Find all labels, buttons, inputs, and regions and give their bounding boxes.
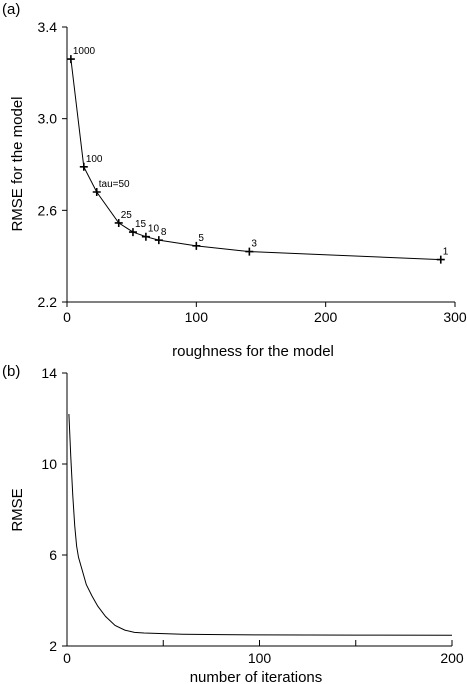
panel-a-y-tick-label: 2.2 <box>38 294 58 310</box>
panel-b: (b) 0 100 200 2 6 10 14 number of iterations R… <box>2 363 464 684</box>
panel-a-axes <box>66 27 455 303</box>
panel-a-series-line <box>70 59 441 261</box>
panel-a-y-tick-label: 3.4 <box>38 19 58 35</box>
panel-a-point-marker <box>92 188 101 196</box>
panel-a-x-axis-title: roughness for the model <box>172 343 334 360</box>
panel-a-point-label: 3 <box>251 239 257 250</box>
panel-a-x-tick-label: 300 <box>443 309 467 325</box>
panel-a-label: (a) <box>2 1 20 18</box>
panel-a-point-label: 10 <box>148 224 160 235</box>
panel-a-y-tick-label: 3.0 <box>38 111 58 127</box>
panel-b-plot <box>68 413 453 636</box>
panel-b-ticks: 0 100 200 2 6 10 14 <box>41 365 463 666</box>
panel-b-label: (b) <box>2 363 20 380</box>
panel-a: (a) 0 100 200 300 2.2 2.6 3.0 3.4 1000 100 tau=50… <box>2 1 467 360</box>
panel-b-x-tick-label: 200 <box>440 650 464 666</box>
panel-a-x-tick-label: 0 <box>63 309 71 325</box>
panel-a-point-marker <box>114 218 123 227</box>
panel-a-point-label: 25 <box>121 210 133 221</box>
panel-a-point-label: 15 <box>135 219 147 230</box>
panel-a-ticks: 0 100 200 300 2.2 2.6 3.0 3.4 <box>38 19 467 325</box>
panel-a-point-label: 5 <box>198 233 204 244</box>
panel-a-point-marker <box>436 255 445 264</box>
panel-a-point-label: 8 <box>161 227 167 238</box>
panel-a-point-marker <box>192 241 201 250</box>
panel-a-x-tick-label: 100 <box>185 309 209 325</box>
panel-a-point-marker <box>245 247 254 256</box>
panel-b-y-axis-title: RMSE <box>9 488 26 531</box>
panel-b-y-tick-label: 6 <box>49 547 57 563</box>
panel-a-y-axis-title: RMSE for the model <box>9 96 26 231</box>
panel-a-x-tick-label: 200 <box>314 309 338 325</box>
panel-b-axes <box>66 373 452 647</box>
panel-b-x-tick-label: 100 <box>248 650 272 666</box>
panel-b-x-tick-label: 0 <box>63 650 71 666</box>
panel-a-point-marker <box>128 228 137 237</box>
panel-b-x-axis-title: number of iterations <box>190 669 323 684</box>
panel-a-point-marker <box>79 162 88 171</box>
panel-b-y-tick-label: 10 <box>41 456 57 472</box>
panel-b-y-tick-label: 14 <box>41 365 57 381</box>
panel-a-point-label: 100 <box>86 154 103 165</box>
panel-a-point-marker <box>141 232 150 241</box>
panel-a-point-label: tau=50 <box>99 179 130 190</box>
panel-a-point-marker <box>154 236 163 245</box>
panel-a-point-label: 1 <box>443 247 449 258</box>
panel-b-y-tick-label: 2 <box>49 638 57 654</box>
panel-a-point-label: 1000 <box>73 46 96 57</box>
panel-a-y-tick-label: 2.6 <box>38 202 58 218</box>
panel-a-point-marker <box>66 55 75 64</box>
panel-b-series-line <box>68 413 453 636</box>
